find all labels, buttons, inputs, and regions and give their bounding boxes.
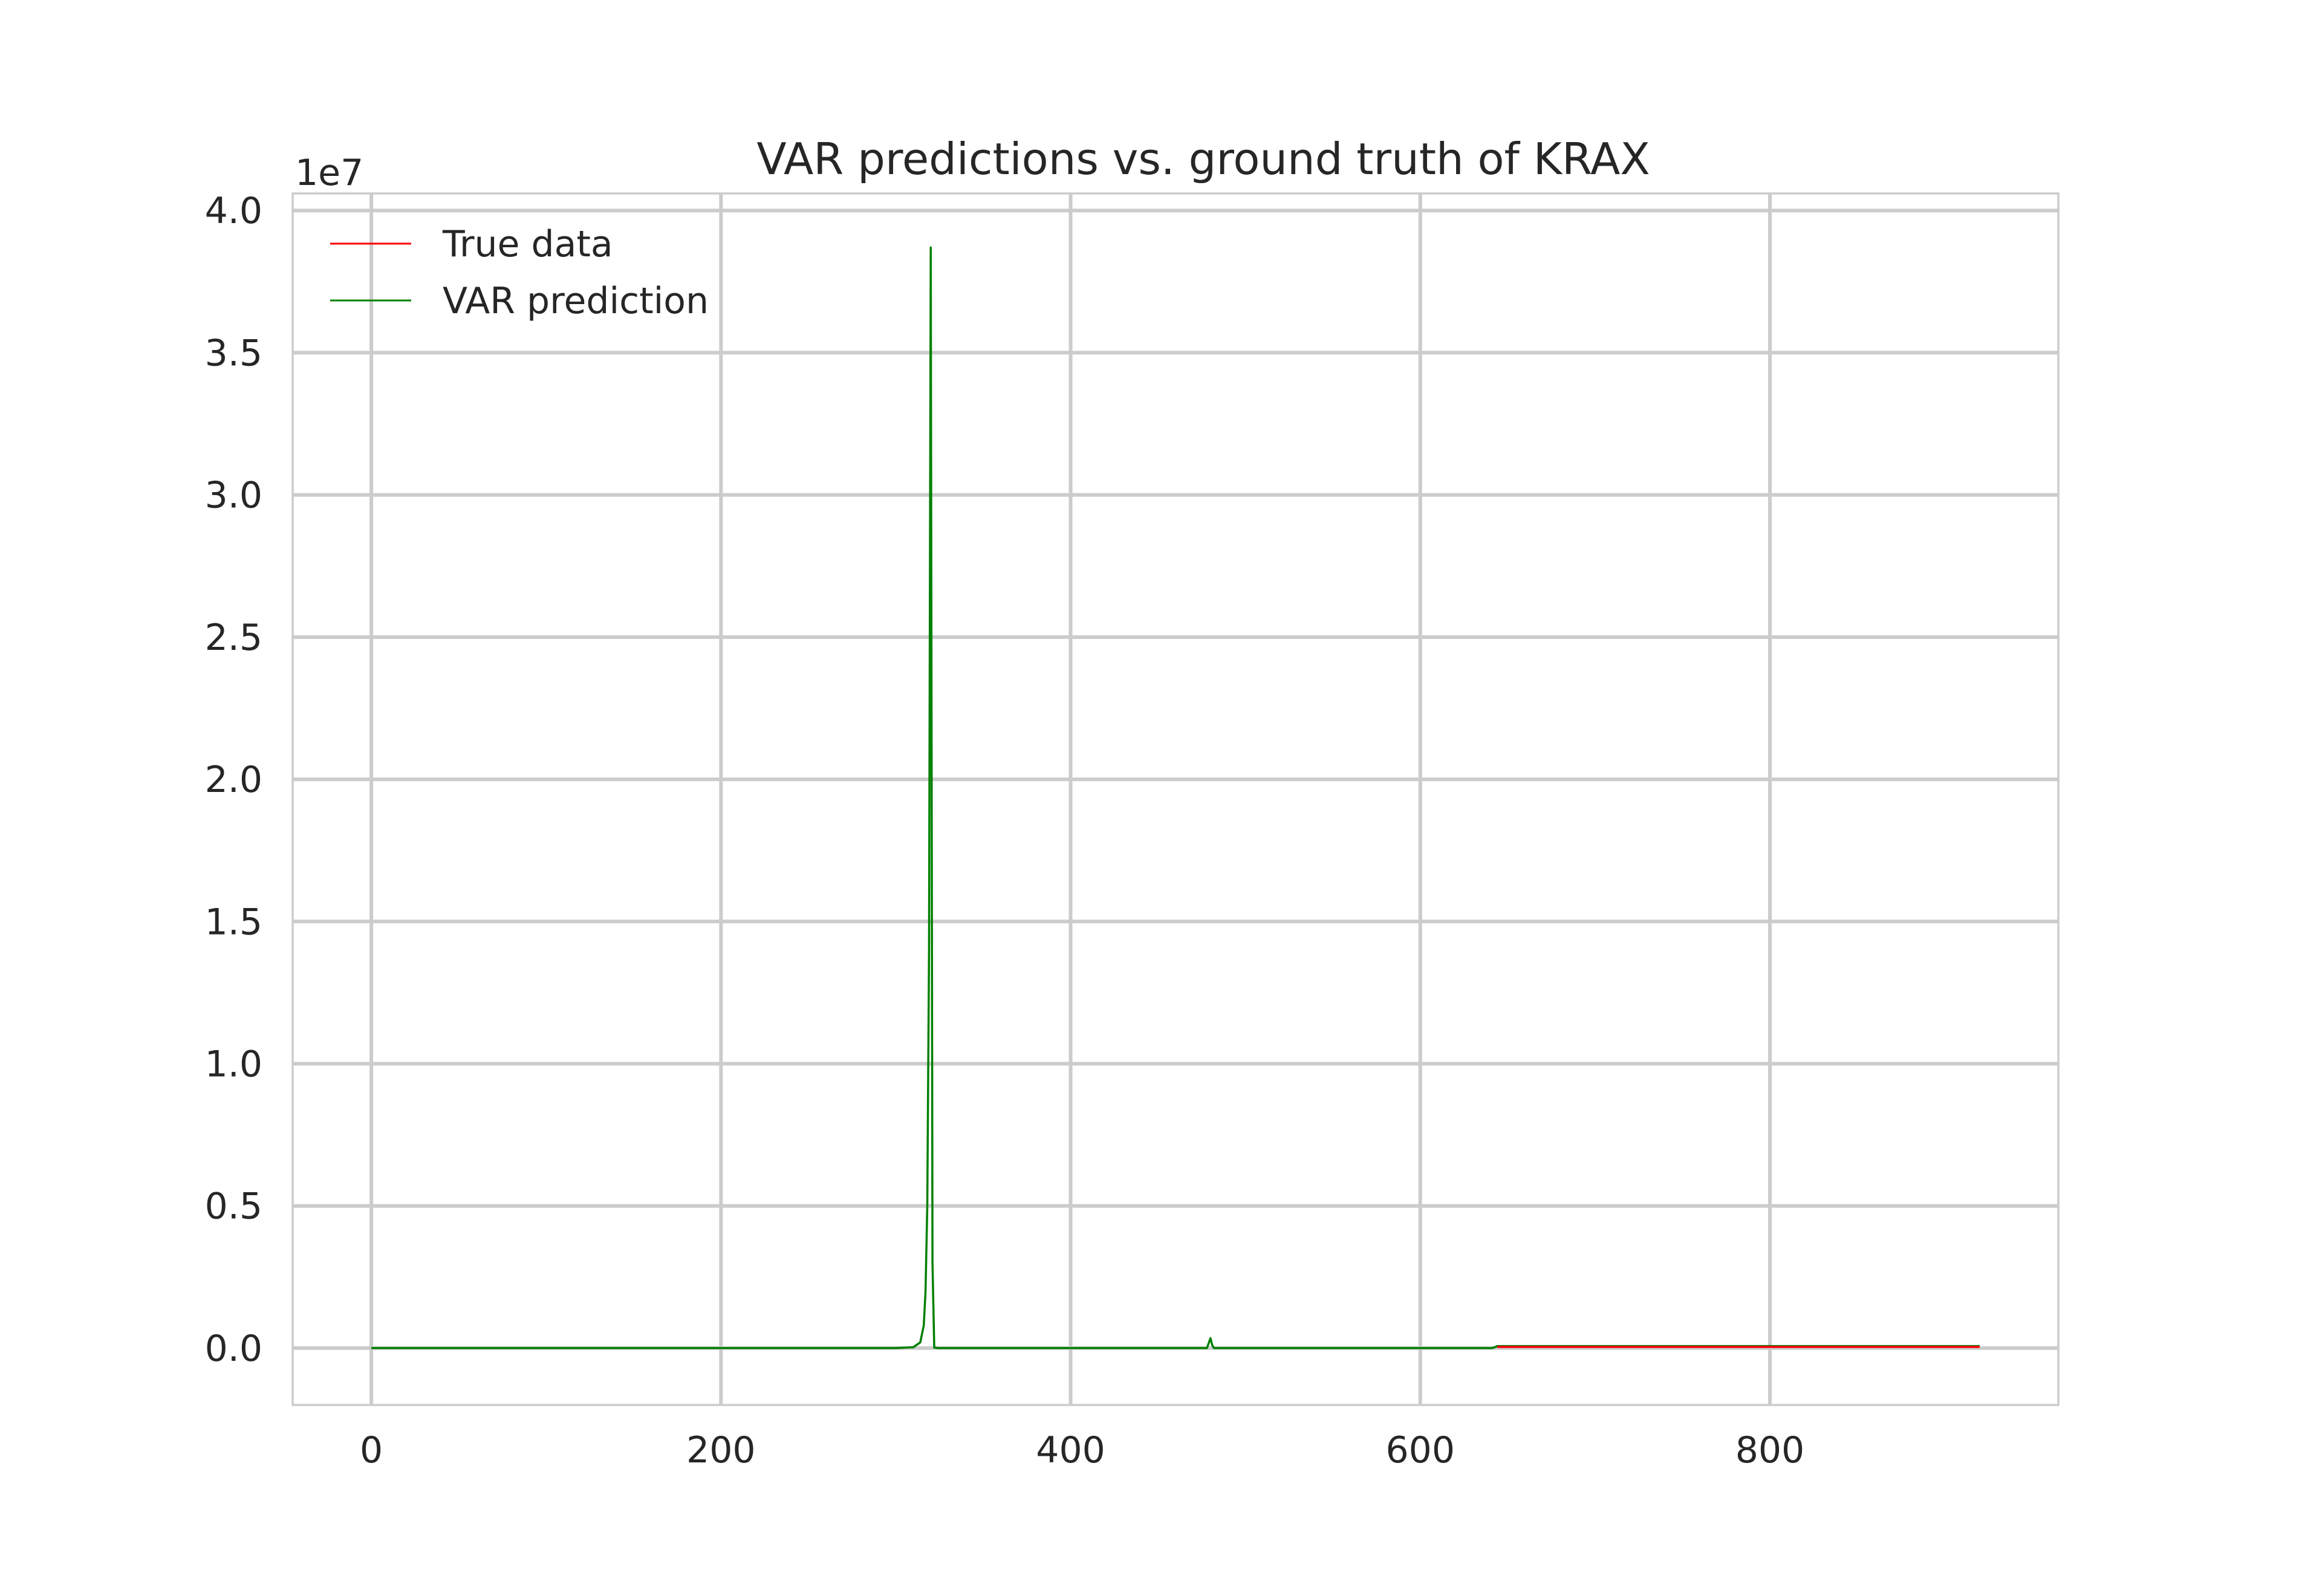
y-offset-label: 1e7	[295, 152, 363, 194]
y-tick-label: 1.5	[205, 901, 262, 943]
series-layer	[371, 246, 1980, 1349]
legend-label-true-data: True data	[442, 223, 613, 265]
legend: True data VAR prediction	[330, 223, 709, 322]
y-tick-label: 2.0	[205, 759, 262, 801]
y-tick-label: 0.0	[205, 1328, 262, 1370]
x-tick-label: 0	[360, 1429, 383, 1471]
x-tick-label: 800	[1735, 1429, 1805, 1471]
y-tick-label: 4.0	[205, 190, 262, 232]
chart-title: VAR predictions vs. ground truth of KRAX	[756, 134, 1650, 184]
plot-frame	[291, 192, 2060, 1406]
legend-label-var-prediction: VAR prediction	[443, 280, 709, 322]
y-tick-labels: 0.0 0.5 1.0 1.5 2.0 2.5 3.0 3.5 4.0	[205, 190, 262, 1370]
x-tick-labels: 0 200 400 600 800	[360, 1429, 1804, 1471]
x-tick-label: 600	[1385, 1429, 1455, 1471]
x-gridlines	[369, 193, 1772, 1405]
x-tick-label: 200	[686, 1429, 756, 1471]
x-tick-label: 400	[1036, 1429, 1105, 1471]
y-gridlines	[293, 209, 2058, 1350]
y-tick-label: 3.5	[205, 332, 262, 374]
y-tick-label: 3.0	[205, 475, 262, 517]
y-tick-label: 2.5	[205, 617, 262, 659]
y-tick-label: 1.0	[205, 1043, 262, 1085]
y-tick-label: 0.5	[205, 1186, 262, 1228]
series-line-var-prediction	[371, 246, 1980, 1349]
